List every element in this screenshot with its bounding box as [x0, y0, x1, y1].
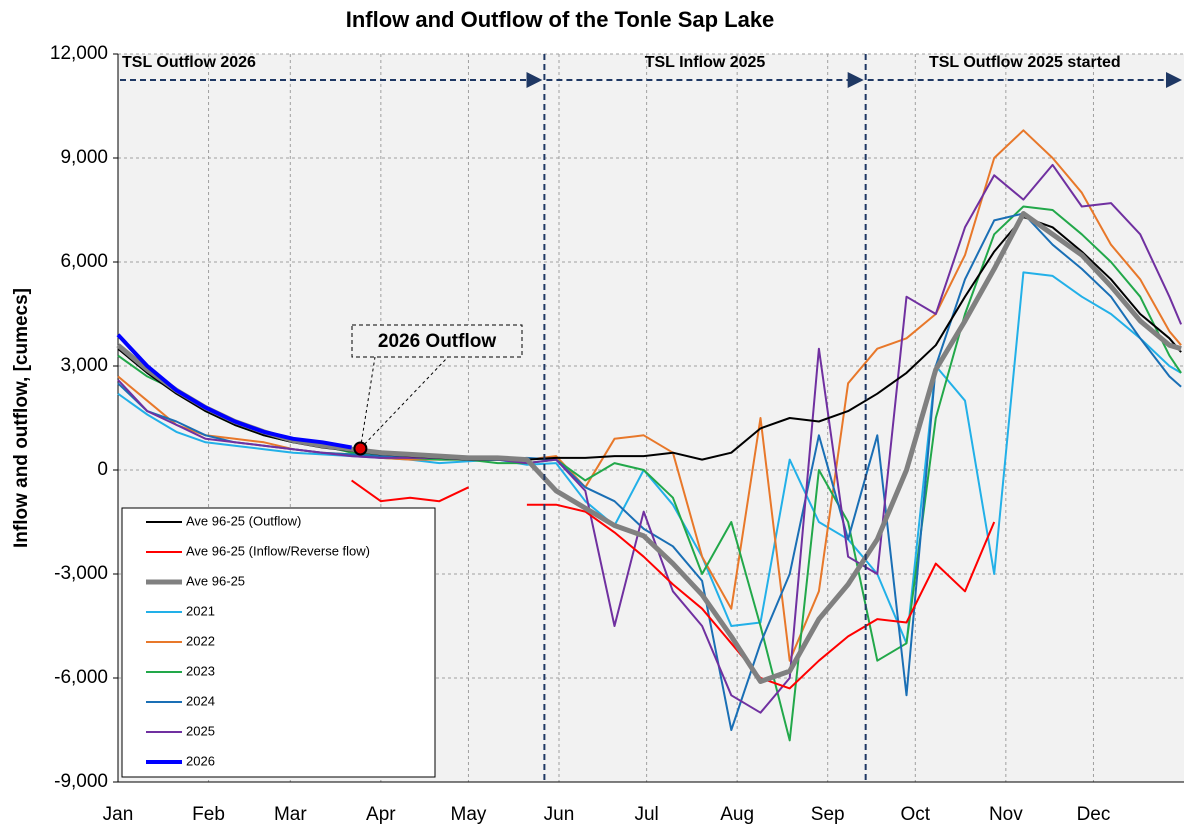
y-tick-label: 9,000: [60, 147, 108, 168]
series-line: [117, 271, 1182, 645]
callout-box: [351, 324, 523, 358]
legend-label: 2022: [186, 633, 215, 648]
period-label: TSL Outflow 2025 started: [929, 54, 1121, 71]
y-tick-label: -3,000: [54, 563, 108, 584]
y-tick-label: 3,000: [60, 355, 108, 376]
y-tick-label: -9,000: [54, 771, 108, 792]
callout-text: 2026 Outflow: [378, 331, 496, 352]
x-tick-label: May: [451, 804, 487, 825]
x-tick-label: Nov: [989, 804, 1023, 825]
x-tick-label: Dec: [1077, 804, 1111, 825]
legend-label: 2026: [186, 753, 215, 768]
chart-title: Inflow and Outflow of the Tonle Sap Lake: [346, 7, 775, 32]
legend-label: Ave 96-25: [186, 573, 245, 588]
legend-label: Ave 96-25 (Inflow/Reverse flow): [186, 543, 370, 558]
legend-label: 2025: [186, 723, 215, 738]
series-line: [116, 333, 352, 450]
x-tick-label: Apr: [366, 804, 396, 825]
x-tick-label: Jul: [634, 804, 658, 825]
y-tick-label: -6,000: [54, 667, 108, 688]
x-tick-label: Sep: [811, 804, 845, 825]
legend-label: 2024: [186, 693, 215, 708]
period-label: TSL Outflow 2026: [122, 54, 256, 71]
x-tick-label: Oct: [901, 804, 931, 825]
x-tick-label: Mar: [274, 804, 307, 825]
y-axis-label: Inflow and outflow, [cumecs]: [11, 288, 32, 548]
legend-label: Ave 96-25 (Outflow): [186, 513, 301, 528]
y-tick-label: 12,000: [50, 43, 108, 64]
legend-label: 2021: [186, 603, 215, 618]
legend-label: 2023: [186, 663, 215, 678]
y-tick-label: 0: [97, 459, 108, 480]
x-tick-label: Aug: [720, 804, 754, 825]
x-tick-label: Jan: [103, 804, 134, 825]
x-tick-label: Feb: [192, 804, 225, 825]
callout-point: [353, 441, 368, 456]
period-label: TSL Inflow 2025: [645, 54, 766, 71]
x-tick-label: Jun: [544, 804, 575, 825]
y-tick-label: 6,000: [60, 251, 108, 272]
